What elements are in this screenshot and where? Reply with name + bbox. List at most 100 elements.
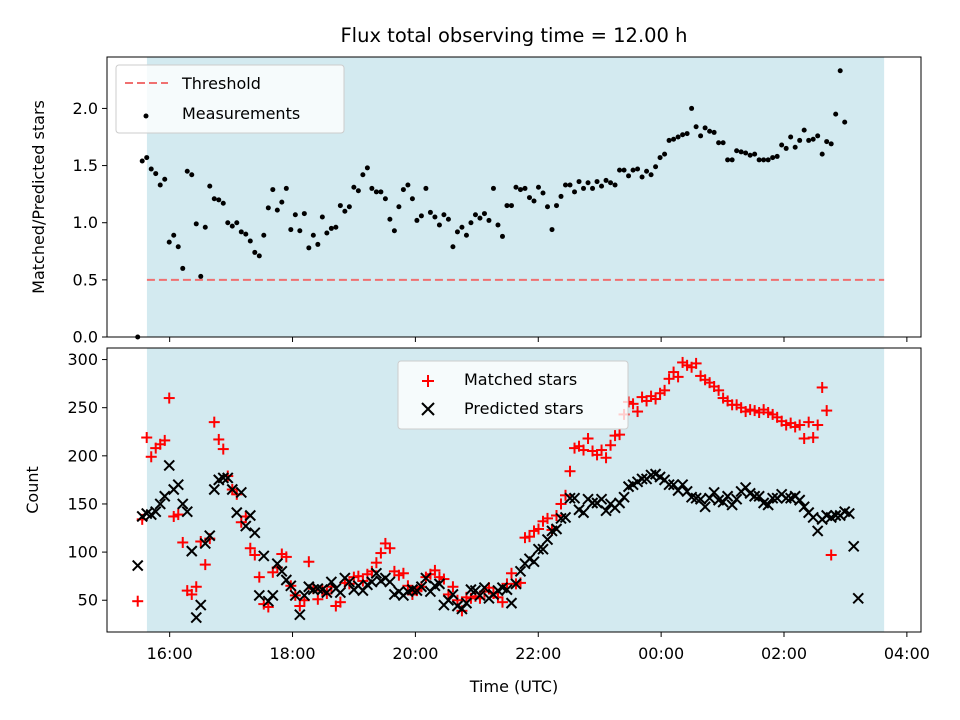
measurement-point (648, 172, 654, 178)
legend-predicted-label: Predicted stars (464, 399, 584, 418)
bottom-y-axis-label: Count (23, 466, 42, 514)
measurement-point (581, 185, 587, 191)
measurement-point (837, 68, 843, 74)
measurement-point (216, 197, 222, 203)
predicted-star-point (325, 576, 338, 588)
measurement-point (202, 224, 208, 230)
predicted-star-point (753, 490, 765, 502)
measurement-point (225, 220, 231, 226)
predicted-star-point (154, 498, 166, 510)
predicted-star-point (420, 572, 432, 584)
matched-star-point (825, 549, 837, 561)
predicted-star-point (748, 490, 761, 502)
xtick-label: 20:00 (392, 644, 438, 663)
measurement-point (693, 124, 699, 130)
measurement-point (189, 172, 195, 178)
matched-star-point (600, 452, 612, 464)
measurement-point (639, 174, 645, 180)
predicted-star-point (204, 530, 216, 542)
matched-star-point (496, 596, 508, 608)
bottom-ytick-label: 50 (78, 591, 98, 610)
measurement-point (166, 239, 172, 245)
measurement-point (436, 222, 442, 228)
matched-star-point (172, 509, 184, 521)
measurement-point (256, 253, 262, 259)
xtick-label: 02:00 (761, 644, 807, 663)
measurement-point (252, 249, 258, 255)
predicted-star-point (370, 567, 383, 579)
measurement-point (544, 204, 550, 210)
predicted-star-point (447, 588, 459, 601)
matched-star-point (605, 439, 617, 451)
matched-star-point (794, 419, 806, 431)
measurement-point (567, 182, 573, 188)
measurement-point (689, 105, 695, 111)
matched-star-point (145, 451, 157, 463)
measurement-point (148, 166, 154, 172)
measurement-point (531, 198, 537, 204)
measurement-point (563, 182, 569, 188)
matched-star-point (303, 556, 315, 568)
measurement-point (517, 187, 523, 193)
matched-star-point (244, 542, 256, 554)
predicted-star-point (550, 523, 563, 535)
measurement-point (324, 230, 330, 236)
predicted-star-point (811, 525, 824, 537)
measurement-point (526, 195, 532, 201)
measurement-point (351, 184, 357, 190)
measurement-point (626, 173, 632, 179)
bottom-ytick-label: 100 (67, 543, 98, 562)
predicted-star-point (415, 581, 428, 593)
legend-threshold-label: Threshold (181, 74, 261, 93)
predicted-star-point (762, 499, 774, 511)
top-y-axis-label: Matched/Predicted stars (29, 100, 48, 294)
measurement-point (504, 203, 510, 209)
predicted-star-point (532, 543, 545, 555)
measurement-point (765, 157, 771, 163)
predicted-star-point (195, 599, 207, 611)
predicted-star-point (226, 483, 238, 496)
measurement-point (630, 167, 636, 173)
matched-star-point (312, 593, 324, 605)
measurement-point (842, 119, 848, 125)
measurement-point (247, 238, 253, 244)
top-panel: 0.00.51.01.52.0 Matched/Predicted stars … (29, 56, 922, 347)
measurement-point (725, 157, 731, 163)
predicted-star-point (848, 540, 860, 553)
matched-star-point (375, 547, 387, 559)
measurement-point (815, 133, 821, 139)
measurement-point (513, 184, 519, 190)
measurement-point (360, 172, 366, 178)
measurement-point (603, 177, 609, 183)
measurement-point (666, 137, 672, 143)
measurement-point (427, 209, 433, 215)
matched-star-point (505, 567, 517, 579)
measurement-point (184, 168, 190, 174)
matched-star-point (384, 542, 396, 554)
predicted-star-point (618, 491, 630, 503)
measurement-point (328, 225, 334, 231)
predicted-star-point (721, 490, 734, 502)
predicted-star-point (505, 597, 518, 609)
predicted-star-point (181, 505, 193, 518)
bottom-ytick-label: 300 (67, 350, 98, 369)
predicted-star-point (501, 583, 513, 596)
measurement-point (653, 164, 659, 170)
measurement-point (238, 229, 244, 235)
measurement-point (734, 148, 740, 154)
matched-star-point (582, 432, 594, 444)
bottom-panel: 50 100 150 200 250 300 16:00 18:00 20:00 22:00 00… (23, 347, 930, 696)
measurement-point (585, 180, 591, 186)
predicted-star-point (199, 537, 211, 550)
matched-star-point (429, 564, 441, 576)
bottom-ytick-label: 150 (67, 494, 98, 513)
predicted-star-point (595, 493, 608, 505)
predicted-star-point (559, 511, 572, 524)
measurement-point (355, 188, 361, 194)
measurement-point (508, 203, 514, 209)
predicted-star-point (636, 473, 648, 485)
measurement-point (378, 189, 384, 195)
measurement-point (788, 134, 794, 140)
measurement-point (441, 212, 447, 218)
